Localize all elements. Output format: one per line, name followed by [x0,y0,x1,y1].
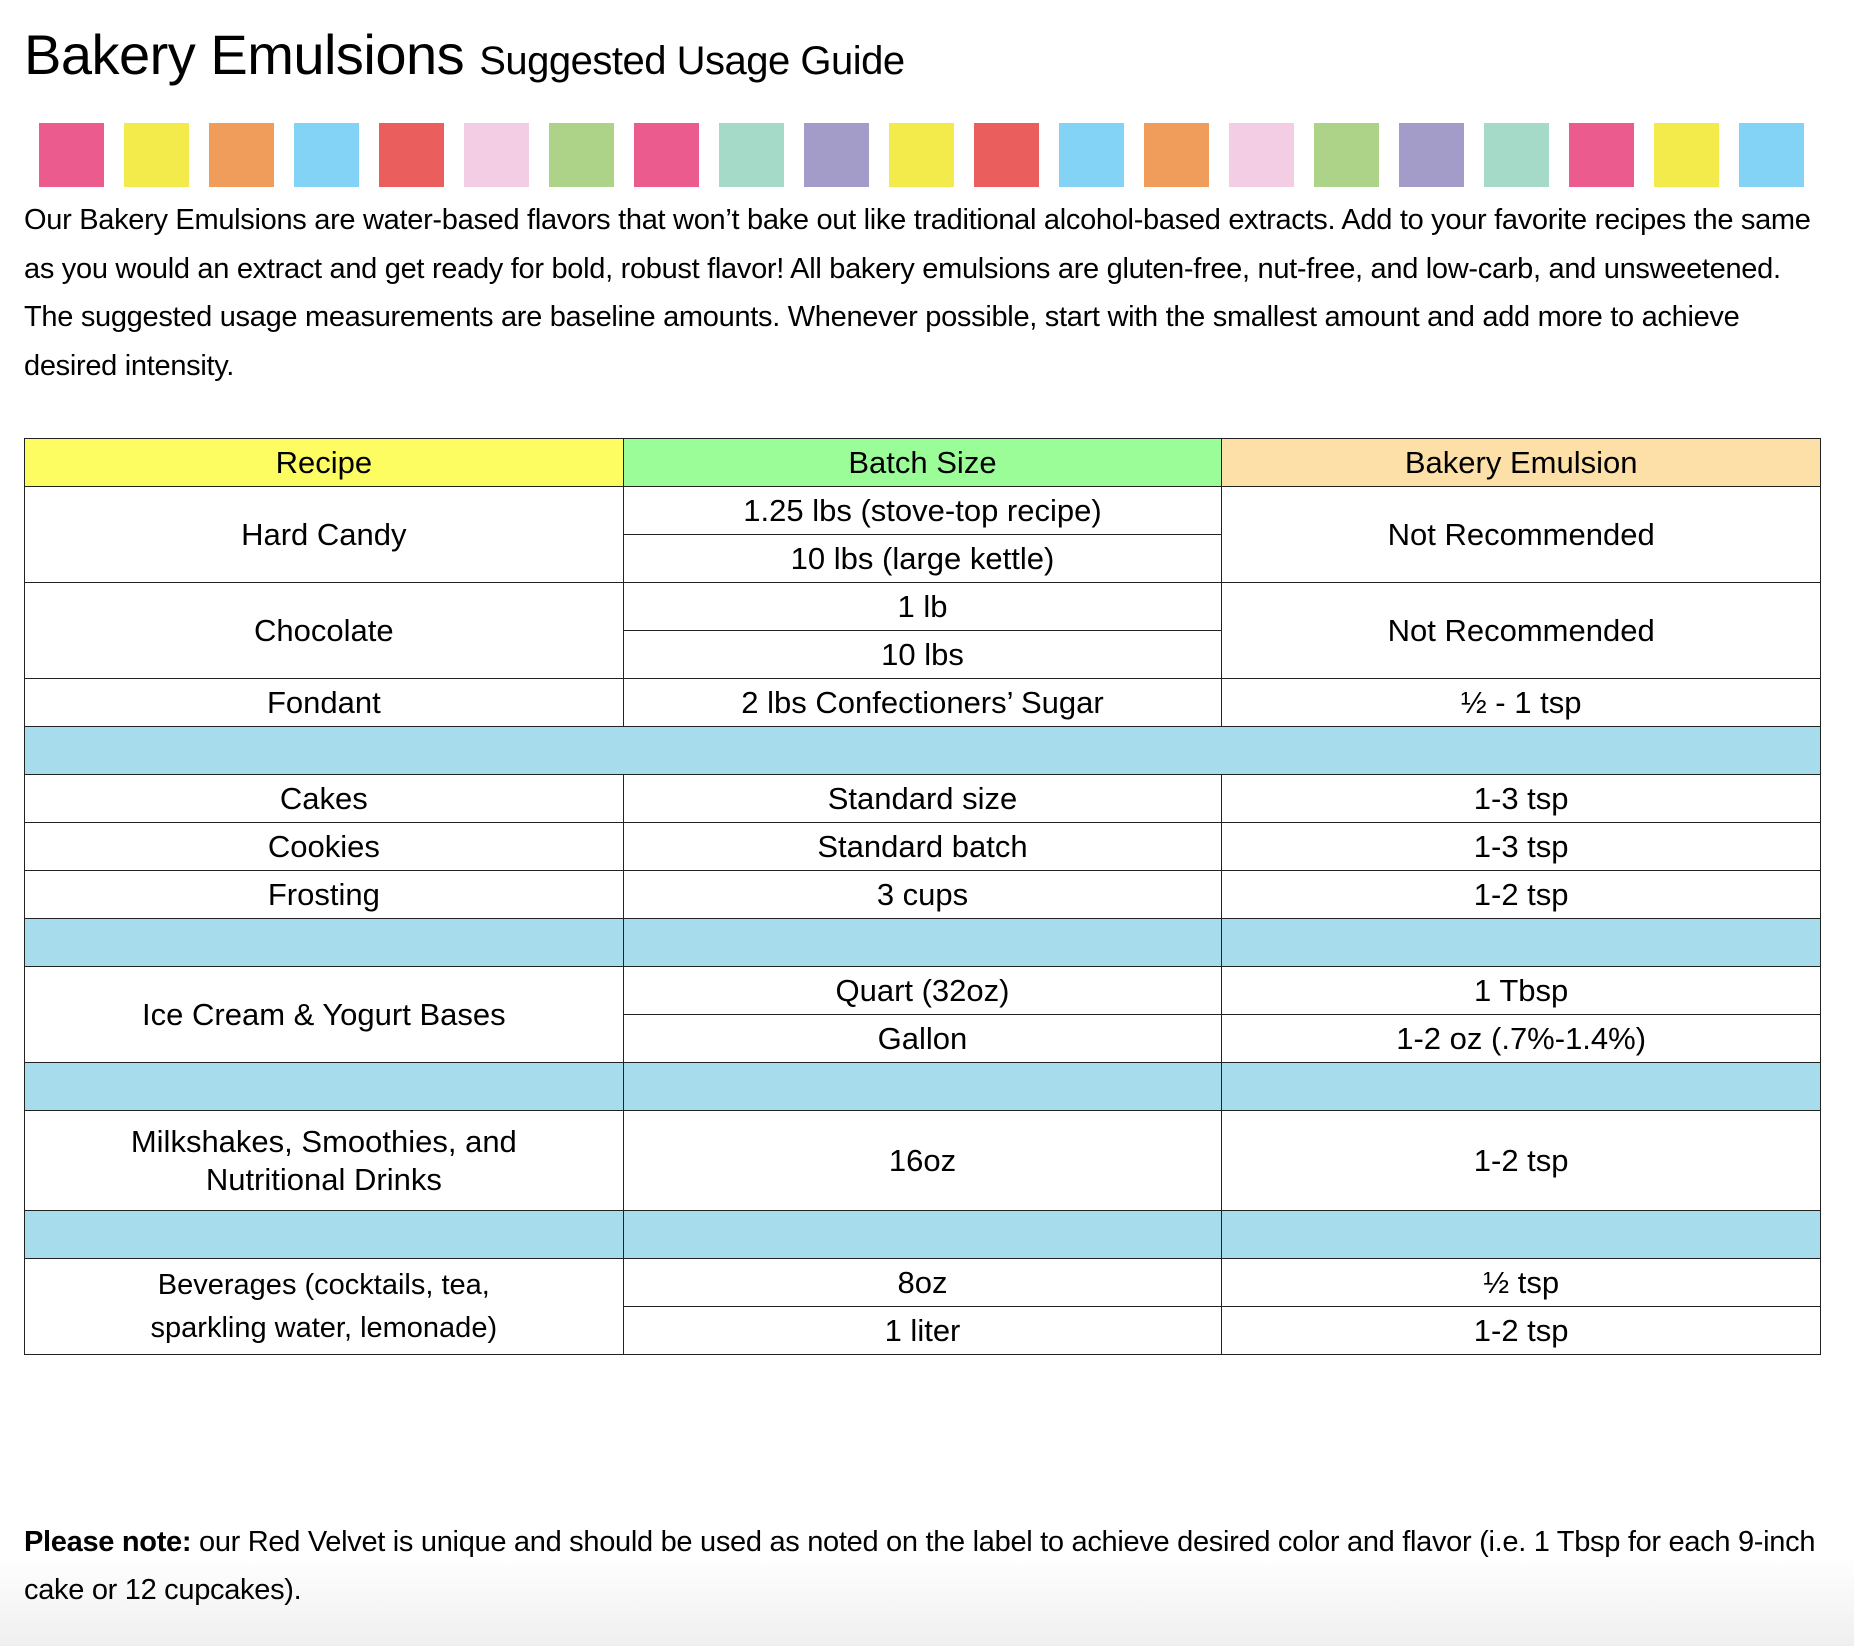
amount-cell: 1-2 tsp [1221,1110,1821,1211]
separator-cell [1221,1210,1821,1259]
color-swatch [1059,123,1124,187]
color-swatch [209,123,274,187]
amount-cell: 1-2 tsp [1221,1306,1821,1355]
color-swatch [889,123,954,187]
table-row: Milkshakes, Smoothies, and Nutritional D… [24,1110,1821,1211]
separator-cell [622,918,1223,967]
separator-cell [24,726,1821,775]
recipe-cell: Milkshakes, Smoothies, and Nutritional D… [24,1110,624,1211]
header-batch-size: Batch Size [622,438,1223,487]
usage-table: Recipe Batch Size Bakery Emulsion Hard C… [24,438,1821,1355]
amount-cell: ½ tsp [1221,1258,1821,1307]
recipe-cell: Frosting [24,870,624,919]
color-swatch [1314,123,1379,187]
color-swatch [1569,123,1634,187]
separator-row [24,1210,1821,1259]
separator-row [24,1062,1821,1111]
note-label: Please note: [24,1526,192,1558]
color-swatch [1399,123,1464,187]
batch-cell: 8oz [622,1258,1223,1307]
batch-cell: 10 lbs [622,630,1223,679]
table-row: 1 liter 1-2 tsp [25,1306,1821,1355]
amount-cell: 1 Tbsp [1221,966,1821,1015]
table-row: Chocolate 1 lb Not Recommended [24,582,1821,679]
table-row: Hard Candy 1.25 lbs (stove-top recipe) N… [24,486,1821,583]
batch-cell: 16oz [622,1110,1223,1211]
separator-cell [24,1210,624,1259]
color-swatch [294,123,359,187]
color-swatch [719,123,784,187]
recipe-cell: Cookies [24,822,624,871]
separator-cell [1221,1062,1821,1111]
batch-cell: 3 cups [622,870,1223,919]
batch-cell: 1 liter [622,1306,1223,1355]
color-swatch [634,123,699,187]
amount-cell: 1-3 tsp [1221,822,1821,871]
color-swatch [804,123,869,187]
recipe-cell: Beverages (cocktails, tea, sparkling wat… [24,1258,624,1355]
separator-cell [24,1062,624,1111]
title-main: Bakery Emulsions [24,23,465,86]
separator-cell [24,918,624,967]
title-sub: Suggested Usage Guide [479,39,905,83]
amount-cell: 1-2 tsp [1221,870,1821,919]
batch-cell: 10 lbs (large kettle) [622,534,1223,583]
separator-row [24,918,1821,967]
color-swatch [379,123,444,187]
recipe-cell: Hard Candy [24,486,624,583]
separator-cell [1221,918,1821,967]
table-row: Frosting 3 cups 1-2 tsp [24,870,1821,919]
amount-cell: Not Recommended [1221,486,1821,583]
table-header-row: Recipe Batch Size Bakery Emulsion [24,438,1821,487]
recipe-cell: Ice Cream & Yogurt Bases [24,966,624,1063]
table-row: Fondant 2 lbs Confectioners’ Sugar ½ - 1… [24,678,1821,727]
color-swatch [124,123,189,187]
table-row: Cookies Standard batch 1-3 tsp [24,822,1821,871]
table-row: Gallon 1-2 oz (.7%-1.4%) [25,1014,1821,1063]
color-swatch-strip [39,123,1804,187]
page-title: Bakery Emulsions Suggested Usage Guide [24,22,905,87]
amount-cell: Not Recommended [1221,582,1821,679]
color-swatch [1484,123,1549,187]
batch-cell: Quart (32oz) [622,966,1223,1015]
color-swatch [39,123,104,187]
recipe-cell: Cakes [24,774,624,823]
color-swatch [974,123,1039,187]
batch-cell: 2 lbs Confectioners’ Sugar [622,678,1223,727]
recipe-cell: Fondant [24,678,624,727]
amount-cell: ½ - 1 tsp [1221,678,1821,727]
color-swatch [1739,123,1804,187]
table-row: Ice Cream & Yogurt Bases Quart (32oz) 1 … [24,966,1821,1063]
batch-cell: 1 lb [622,582,1223,631]
separator-row [24,726,1821,775]
table-row: 10 lbs (large kettle) [25,534,1821,583]
color-swatch [549,123,614,187]
note-text: our Red Velvet is unique and should be u… [24,1526,1816,1606]
color-swatch [1229,123,1294,187]
batch-cell: 1.25 lbs (stove-top recipe) [622,486,1223,535]
intro-paragraph: Our Bakery Emulsions are water-based fla… [24,204,1811,382]
batch-cell: Standard batch [622,822,1223,871]
page-bottom-fade [0,1556,1854,1646]
separator-cell [622,1210,1223,1259]
amount-cell: 1-2 oz (.7%-1.4%) [1221,1014,1821,1063]
color-swatch [464,123,529,187]
separator-cell [622,1062,1223,1111]
batch-cell: Standard size [622,774,1223,823]
red-velvet-note: Please note: our Red Velvet is unique an… [24,1518,1839,1614]
color-swatch [1144,123,1209,187]
table-row: Beverages (cocktails, tea, sparkling wat… [24,1258,1821,1355]
amount-cell: 1-3 tsp [1221,774,1821,823]
recipe-cell: Chocolate [24,582,624,679]
batch-cell: Gallon [622,1014,1223,1063]
header-bakery-emulsion: Bakery Emulsion [1221,438,1821,487]
color-swatch [1654,123,1719,187]
header-recipe: Recipe [24,438,624,487]
table-row: Cakes Standard size 1-3 tsp [24,774,1821,823]
